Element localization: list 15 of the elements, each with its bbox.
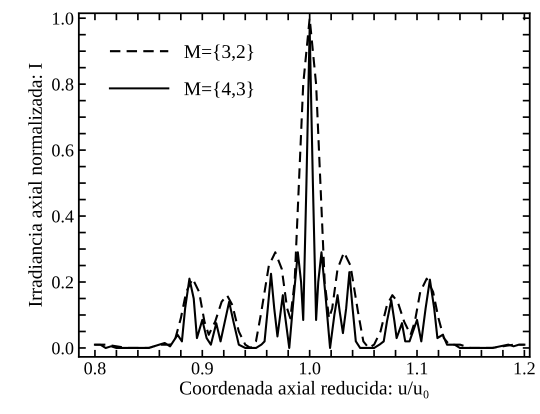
x-tick-label: 1.1	[407, 362, 428, 375]
y-tick-label: 0.2	[52, 276, 73, 289]
legend-label: M={3,2}	[184, 44, 254, 61]
y-tick-label: 0.6	[52, 144, 74, 157]
x-tick-label: 1.0	[300, 362, 320, 375]
legend-label: M={4,3}	[184, 82, 254, 98]
y-tick-label: 0.4	[52, 210, 74, 223]
y-axis-title: Irradiancia axial normalizada: I	[28, 63, 42, 307]
y-tick-label: 0.0	[52, 342, 74, 354]
y-tick-label: 1.0	[53, 12, 74, 25]
x-tick-label: 0.8	[84, 362, 106, 375]
x-tick-label: 0.9	[192, 362, 213, 375]
y-tick-label: 0.8	[52, 78, 74, 91]
x-axis-title: Coordenada axial reducida: u/u₀	[180, 380, 429, 398]
x-tick-label: 1.2	[514, 362, 535, 375]
